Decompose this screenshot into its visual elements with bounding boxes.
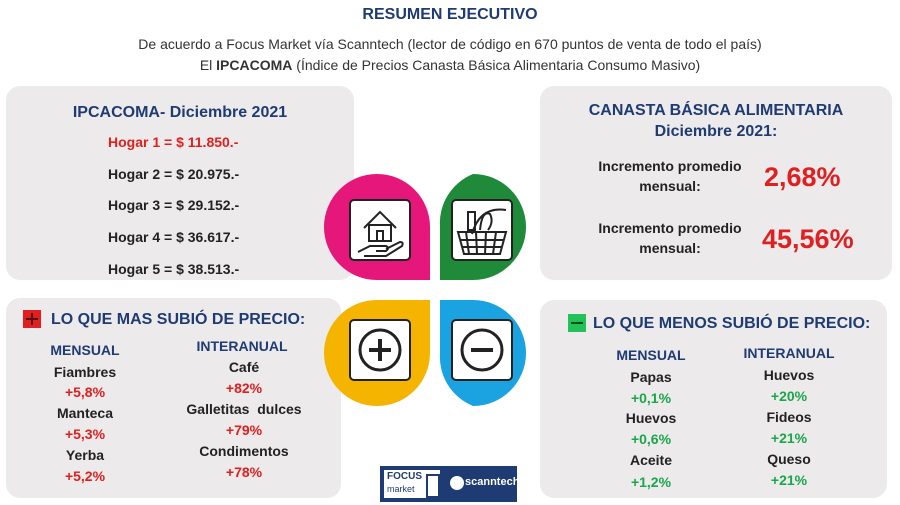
center-petals-graphic	[324, 174, 526, 406]
menos-interanual-item-1: Huevos	[763, 367, 815, 383]
plus-badge-icon	[23, 310, 41, 328]
interanual-increase-label: Incremento promedio mensual:	[580, 218, 760, 258]
mas-mensual-item-3: Yerba	[65, 447, 105, 463]
mas-mensual-header: MENSUAL	[50, 342, 120, 358]
hogar-3: Hogar 3 = $ 29.152.-	[108, 197, 240, 213]
index-note-prefix: El	[199, 57, 217, 73]
canasta-subtitle: Diciembre 2021:	[654, 123, 778, 140]
scanntech-logo-text: scanntech	[465, 476, 520, 488]
mensual-increase-value: 2,68%	[764, 162, 841, 192]
mas-interanual-item-3: Condimentos	[199, 443, 289, 459]
hogar-1: Hogar 1 = $ 11.850.-	[108, 134, 239, 150]
menos-mensual-value-2: +0,6%	[630, 431, 672, 447]
mas-interanual-item-1: Café	[228, 359, 260, 375]
menos-mensual-value-3: +1,2%	[630, 474, 672, 490]
page-title: RESUMEN EJECUTIVO	[362, 6, 538, 23]
focus-frame-icon	[426, 474, 440, 498]
mas-interanual-value-3: +78%	[225, 464, 263, 480]
mas-mensual-value-2: +5,3%	[64, 426, 106, 442]
mensual-increase-label: Incremento promedio mensual:	[580, 156, 760, 196]
menos-interanual-value-1: +20%	[770, 388, 808, 404]
menos-interanual-header: INTERANUAL	[743, 345, 835, 361]
interanual-increase-label-line2: mensual:	[639, 240, 701, 256]
ipcacoma-title: IPCACOMA- Diciembre 2021	[72, 104, 288, 121]
source-note: De acuerdo a Focus Market vía Scanntech …	[138, 36, 762, 52]
menos-mensual-value-1: +0,1%	[630, 390, 672, 406]
market-logo-text: market	[387, 484, 415, 494]
mensual-increase-label-line2: mensual:	[639, 178, 701, 194]
menos-mensual-item-3: Aceite	[629, 452, 673, 468]
hogar-4: Hogar 4 = $ 36.617.-	[108, 229, 240, 245]
canasta-panel: CANASTA BÁSICA ALIMENTARIA Diciembre 202…	[540, 86, 892, 280]
mas-mensual-value-1: +5,8%	[64, 384, 106, 400]
menos-subio-title: LO QUE MENOS SUBIÓ DE PRECIO:	[593, 315, 871, 332]
mas-subio-panel: LO QUE MAS SUBIÓ DE PRECIO: MENSUAL INTE…	[6, 298, 341, 498]
menos-mensual-item-1: Papas	[630, 369, 672, 385]
index-note-acronym: IPCACOMA	[216, 57, 293, 73]
ipcacoma-panel: IPCACOMA- Diciembre 2021 Hogar 1 = $ 11.…	[6, 86, 354, 280]
mas-subio-title: LO QUE MAS SUBIÓ DE PRECIO:	[51, 311, 306, 328]
house-hand-icon	[357, 210, 404, 257]
menos-interanual-value-3: +21%	[770, 472, 808, 488]
mensual-increase-label-line1: Incremento promedio	[598, 158, 742, 174]
focus-market-logo: FOCUS market	[384, 470, 440, 498]
mas-interanual-value-2: +79%	[225, 422, 263, 438]
hogar-5: Hogar 5 = $ 38.513.-	[108, 261, 240, 277]
basket-icon	[456, 208, 508, 255]
mas-mensual-item-1: Fiambres	[53, 364, 117, 380]
menos-interanual-item-2: Fideos	[766, 409, 812, 425]
menos-mensual-item-2: Huevos	[625, 410, 677, 426]
hogar-2: Hogar 2 = $ 20.975.-	[108, 166, 240, 182]
interanual-increase-label-line1: Incremento promedio	[598, 220, 742, 236]
canasta-title: CANASTA BÁSICA ALIMENTARIA	[588, 102, 844, 119]
mas-mensual-item-2: Manteca	[56, 405, 114, 421]
minus-badge-icon	[568, 314, 586, 332]
minus-circle-icon	[460, 328, 504, 372]
index-note: El IPCACOMA (Índice de Precios Canasta B…	[0, 57, 900, 73]
menos-mensual-header: MENSUAL	[616, 347, 686, 363]
mas-interanual-item-2: Galletitas dulces	[186, 401, 302, 417]
menos-interanual-value-2: +21%	[770, 430, 808, 446]
mas-mensual-value-3: +5,2%	[64, 468, 106, 484]
plus-circle-icon	[358, 328, 402, 372]
interanual-increase-value: 45,56%	[762, 224, 854, 254]
focus-logo-text: FOCUS	[387, 471, 422, 482]
menos-subio-panel: LO QUE MENOS SUBIÓ DE PRECIO: MENSUAL IN…	[540, 300, 887, 498]
mas-interanual-header: INTERANUAL	[196, 338, 288, 354]
sponsor-logos: FOCUS market scanntech	[380, 466, 520, 502]
menos-interanual-item-3: Queso	[767, 451, 811, 467]
mas-interanual-value-1: +82%	[225, 380, 263, 396]
scanntech-circle-icon	[450, 476, 464, 490]
index-note-rest: (Índice de Precios Canasta Básica Alimen…	[292, 57, 701, 73]
